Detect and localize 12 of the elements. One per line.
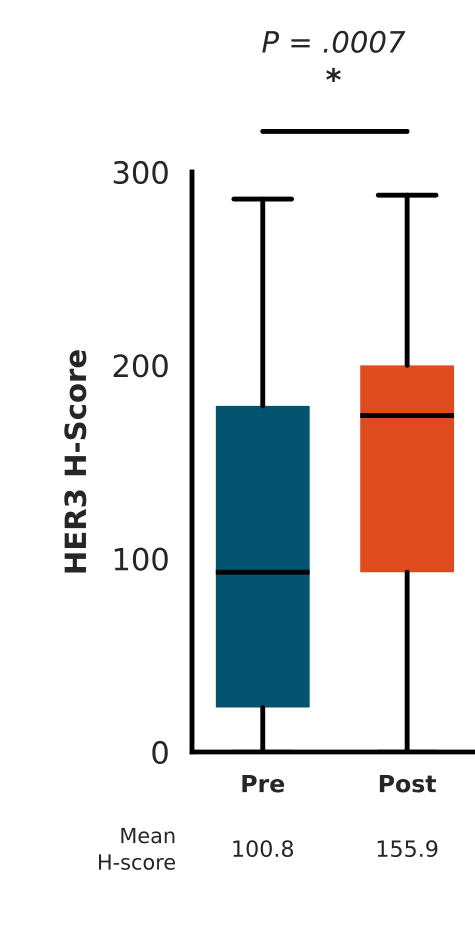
text: P = .0007 <box>262 30 406 53</box>
x-tick-label: Post <box>380 774 436 792</box>
text: * <box>326 68 341 82</box>
y-tick-label: 300 <box>114 160 168 184</box>
y-axis-title: HER3 H-Score <box>64 350 86 572</box>
text: 100.8 <box>233 840 294 858</box>
text: 155.9 <box>378 840 438 858</box>
text: Mean H-score <box>99 828 176 870</box>
y-tick-label: 0 <box>152 740 168 764</box>
x-tick-label: Pre <box>242 774 284 792</box>
y-tick-label: 200 <box>114 354 168 378</box>
y-tick-label: 100 <box>114 548 168 571</box>
